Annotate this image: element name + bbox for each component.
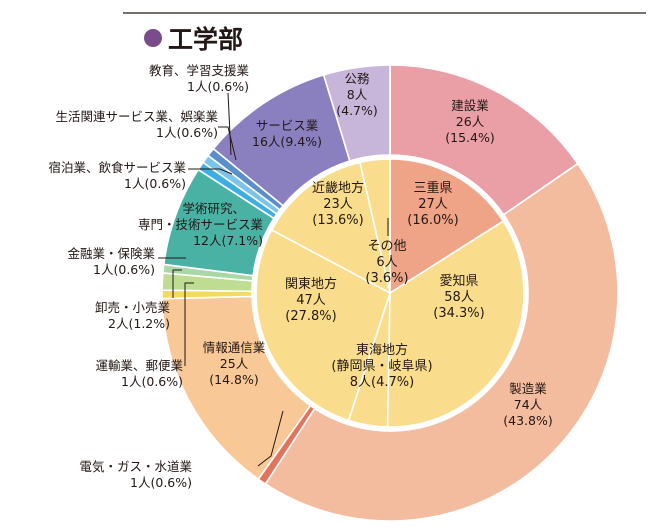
inner-label-3: 関東地方 47人(27.8%) <box>285 276 337 324</box>
outer-label-7-count: 12人(7.1%) <box>193 233 263 248</box>
inner-label-2: 東海地方(静岡県・岐阜県) 8人(4.7%) <box>331 342 432 390</box>
outer-label-11: サービス業 16人(9.4%) <box>252 118 322 149</box>
inner-label-1-line-0: 愛知県 <box>439 273 478 289</box>
inner-label-5-line-1: 6人 <box>376 255 397 270</box>
outer-label-12-line-0: 公務 <box>344 71 370 86</box>
outer-label-9: 生活関連サービス業、娯楽業 1人(0.6%) <box>55 109 218 140</box>
inner-label-2-line-1: (静岡県・岐阜県) <box>331 358 432 374</box>
outer-label-7: 学術研究、専門・技術サービス業 12人(7.1%) <box>138 201 264 248</box>
inner-label-4: 近畿地方 23人(13.6%) <box>312 180 364 228</box>
outer-label-7-name-2: 専門・技術サービス業 <box>138 217 264 232</box>
leader-line <box>188 168 233 175</box>
leader-line <box>218 126 237 161</box>
outer-label-6: 金融業・保険業 1人(0.6%) <box>67 246 155 277</box>
inner-slice-5 <box>358 158 391 294</box>
outer-label-1-line-1: 74人 <box>514 397 543 412</box>
outer-label-0-line-1: 26人 <box>456 114 485 129</box>
outer-label-5-line-1: 2人(1.2%) <box>108 316 170 331</box>
slice-labels: 建設業 26人(15.4%) 製造業 74人(43.8%) 情報通信業 25人(14.8%… <box>48 63 552 490</box>
outer-label-10-line-1: 1人(0.6%) <box>187 79 249 94</box>
outer-label-0-line-0: 建設業 <box>451 98 489 113</box>
outer-label-10-line-0: 教育、学習支援業 <box>149 63 250 78</box>
inner-label-0-line-0: 三重県 <box>413 180 452 196</box>
outer-label-10: 教育、学習支援業 1人(0.6%) <box>149 63 250 94</box>
outer-label-12: 公務 8人(4.7%) <box>336 71 378 118</box>
outer-label-11-line-0: サービス業 <box>256 118 319 133</box>
inner-label-4-line-2: (13.6%) <box>312 213 363 228</box>
inner-label-3-line-0: 関東地方 <box>285 276 337 292</box>
outer-label-4-line-0: 運輸業、郵便業 <box>95 358 183 373</box>
leader-line <box>257 410 284 467</box>
inner-label-0-line-1: 27人 <box>418 197 448 212</box>
inner-slice-0 <box>389 158 505 295</box>
outer-label-1: 製造業 74人(43.8%) <box>503 381 552 428</box>
inner-label-1-line-2: (34.3%) <box>433 306 484 321</box>
outer-label-2: 電気・ガス・水道業 1人(0.6%) <box>79 459 192 490</box>
outer-label-3-line-2: (14.8%) <box>209 372 258 387</box>
outer-label-11-line-1: 16人(9.4%) <box>252 134 322 149</box>
outer-label-4: 運輸業、郵便業 1人(0.6%) <box>95 358 183 389</box>
outer-label-3: 情報通信業 25人(14.8%) <box>203 340 266 387</box>
inner-label-1-line-1: 58人 <box>444 290 474 305</box>
chart-title: 工学部 <box>168 25 243 54</box>
inner-label-4-line-0: 近畿地方 <box>312 180 364 196</box>
outer-label-3-line-1: 25人 <box>220 356 249 371</box>
leader-line <box>172 269 182 298</box>
inner-label-2-line-2: 8人(4.7%) <box>350 375 414 390</box>
inner-slice-1 <box>386 220 525 428</box>
leader-line <box>227 92 232 156</box>
title-bullet <box>144 29 162 47</box>
inner-label-4-line-1: 23人 <box>323 197 353 212</box>
outer-label-8-line-0: 宿泊業、飲食サービス業 <box>48 160 186 175</box>
inner-label-3-line-2: (27.8%) <box>285 309 336 324</box>
inner-label-5-line-0: その他 <box>367 239 406 254</box>
inner-label-1: 愛知県 58人(34.3%) <box>433 273 484 321</box>
outer-label-3-line-0: 情報通信業 <box>203 340 266 355</box>
outer-label-7-name: 学術研究、 <box>182 201 245 216</box>
outer-label-4-line-1: 1人(0.6%) <box>121 374 183 389</box>
inner-label-0-line-2: (16.0%) <box>407 213 458 228</box>
outer-label-2-line-0: 電気・ガス・水道業 <box>79 459 192 474</box>
outer-label-8-line-1: 1人(0.6%) <box>124 176 186 191</box>
leader-line <box>184 282 194 366</box>
outer-label-6-line-1: 1人(0.6%) <box>93 262 155 277</box>
outer-label-6-line-0: 金融業・保険業 <box>67 246 155 261</box>
inner-label-3-line-1: 47人 <box>296 293 326 308</box>
inner-label-0: 三重県 27人(16.0%) <box>407 180 458 228</box>
outer-slice-12 <box>322 64 391 162</box>
outer-slice-1 <box>264 162 619 522</box>
outer-label-9-line-0: 生活関連サービス業、娯楽業 <box>55 109 218 124</box>
outer-label-1-line-0: 製造業 <box>509 381 547 396</box>
outer-label-0-line-2: (15.4%) <box>445 130 494 145</box>
inner-label-5-line-2: (3.6%) <box>365 271 408 286</box>
inner-ring <box>255 158 525 428</box>
outer-label-5-line-0: 卸売・小売業 <box>95 300 171 315</box>
outer-label-12-line-2: (4.7%) <box>336 103 378 118</box>
inner-label-2-line-0: 東海地方 <box>356 342 408 358</box>
inner-slice-4 <box>270 161 392 295</box>
inner-label-5: その他 6人(3.6%) <box>365 239 408 286</box>
outer-label-5: 卸売・小売業 2人(1.2%) <box>95 300 171 331</box>
inner-slice-3 <box>255 228 391 422</box>
leader-lines <box>158 92 389 467</box>
outer-label-2-line-1: 1人(0.6%) <box>130 475 192 490</box>
outer-label-12-line-1: 8人 <box>347 87 368 102</box>
outer-label-9-line-1: 1人(0.6%) <box>156 125 218 140</box>
outer-label-0: 建設業 26人(15.4%) <box>445 98 494 145</box>
outer-label-1-line-2: (43.8%) <box>503 413 552 428</box>
outer-label-8: 宿泊業、飲食サービス業 1人(0.6%) <box>48 160 186 191</box>
